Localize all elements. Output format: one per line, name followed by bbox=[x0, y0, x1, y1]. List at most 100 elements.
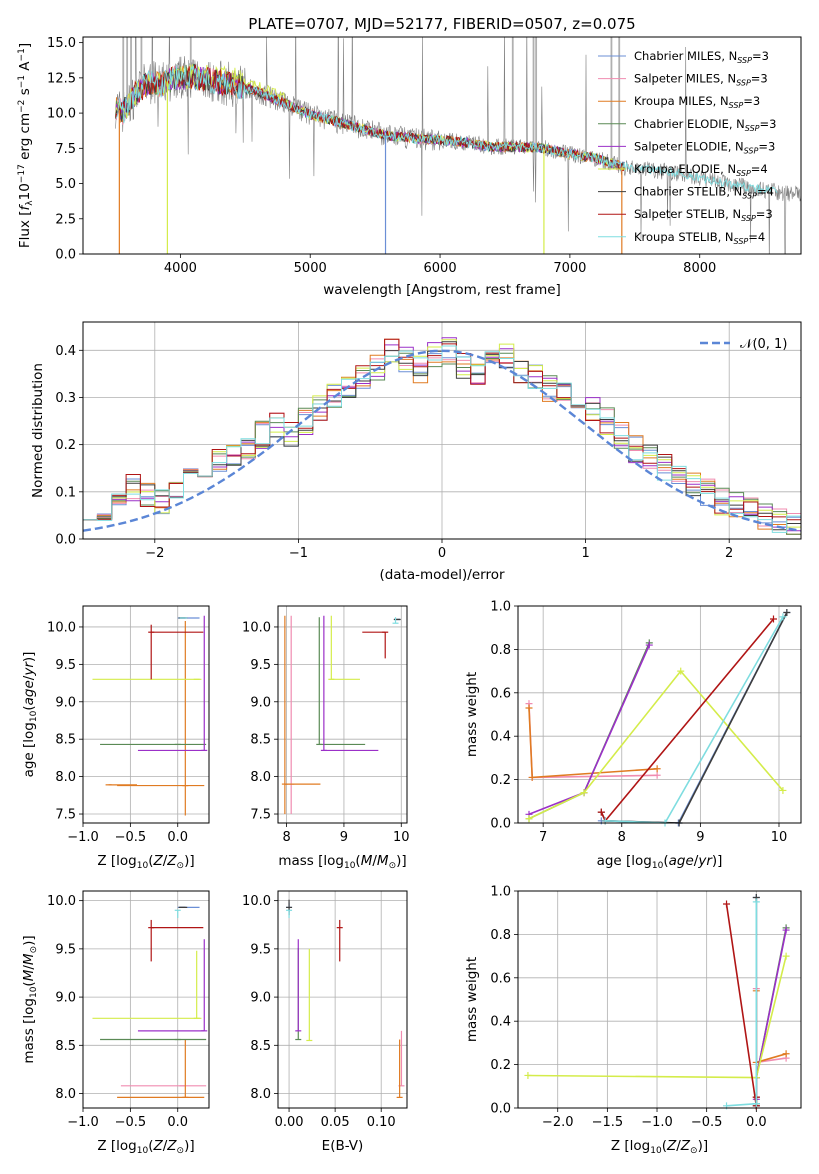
x-axis-label: Z [log10(Z/Z⊙)] bbox=[97, 1138, 194, 1156]
weight-marker bbox=[653, 765, 661, 773]
legend-entry: Chabrier ELODIE, NSSP=3 bbox=[634, 117, 776, 133]
weight-marker bbox=[528, 773, 536, 781]
y-tick-label: 10.0 bbox=[47, 894, 76, 909]
weight-marker bbox=[677, 667, 685, 675]
x-tick-label: 8 bbox=[282, 830, 290, 845]
y-tick-label: 12.5 bbox=[47, 71, 76, 86]
y-tick-label: 9.0 bbox=[55, 991, 76, 1006]
y-tick-label: 9.0 bbox=[250, 695, 271, 710]
legend-entry: Chabrier MILES, NSSP=3 bbox=[634, 49, 769, 65]
weight-marker bbox=[782, 926, 790, 934]
legend-entry: Salpeter ELODIE, NSSP=3 bbox=[634, 139, 775, 155]
y-tick-label: 8.5 bbox=[250, 733, 271, 748]
weight-marker bbox=[524, 1071, 532, 1079]
x-tick-label: 0.10 bbox=[367, 1115, 396, 1130]
x-tick-label: 0.0 bbox=[746, 1115, 767, 1130]
x-tick-label: 10 bbox=[393, 830, 410, 845]
y-axis-label: mass weight bbox=[464, 957, 480, 1042]
x-tick-label: 0 bbox=[438, 546, 446, 561]
weight-marker bbox=[580, 789, 588, 797]
x-tick-label: −1.0 bbox=[67, 1115, 99, 1130]
weight-marker bbox=[597, 808, 605, 816]
axes-frame bbox=[517, 605, 802, 824]
x-axis-label: E(B-V) bbox=[322, 1138, 364, 1154]
weight-line bbox=[528, 669, 784, 820]
axes-frame bbox=[82, 890, 210, 1109]
y-tick-label: 1.0 bbox=[490, 885, 511, 900]
x-tick-label: −0.5 bbox=[115, 830, 147, 845]
x-tick-label: 8 bbox=[618, 830, 626, 845]
y-tick-label: 0.2 bbox=[55, 438, 76, 453]
residual-histogram-step bbox=[83, 345, 801, 533]
legend-entry: Kroupa MILES, NSSP=3 bbox=[634, 94, 760, 110]
legend-entry: Kroupa STELIB, NSSP=4 bbox=[634, 230, 765, 246]
y-tick-label: 9.5 bbox=[250, 658, 271, 673]
y-tick-label: 0.8 bbox=[490, 928, 511, 943]
weight-marker bbox=[525, 815, 533, 823]
y-tick-label: 9.0 bbox=[55, 695, 76, 710]
x-tick-label: 10 bbox=[771, 830, 788, 845]
legend-entry: Salpeter STELIB, NSSP=3 bbox=[634, 207, 773, 223]
y-tick-label: 0.3 bbox=[55, 391, 76, 406]
weight-marker bbox=[783, 609, 791, 617]
y-tick-label: 8.5 bbox=[250, 1039, 271, 1054]
y-tick-label: 9.5 bbox=[55, 942, 76, 957]
legend-entry: 𝒩(0, 1) bbox=[740, 337, 787, 352]
x-tick-label: 6000 bbox=[424, 261, 457, 276]
x-tick-label: −0.5 bbox=[115, 1115, 147, 1130]
residuals-panel: −2 −1 0 1 2 0.0 0.1 0.2 0.3 0.4 𝒩(0, 1) (data-model… bbox=[30, 321, 802, 583]
y-tick-label: 0.0 bbox=[490, 1102, 511, 1117]
weight-marker bbox=[752, 898, 760, 906]
weight-line bbox=[528, 707, 658, 779]
y-axis-label: Normed distribution bbox=[30, 363, 46, 498]
y-tick-label: 0.1 bbox=[55, 485, 76, 500]
y-tick-label: 7.5 bbox=[55, 808, 76, 823]
x-tick-label: 5000 bbox=[294, 261, 327, 276]
y-tick-label: 0.4 bbox=[490, 730, 511, 745]
y-tick-label: 5.0 bbox=[55, 177, 76, 192]
weight-marker bbox=[782, 1050, 790, 1058]
y-tick-label: 2.5 bbox=[55, 212, 76, 227]
x-tick-label: 1 bbox=[581, 546, 589, 561]
y-tick-label: 9.5 bbox=[250, 942, 271, 957]
x-tick-label: −0.5 bbox=[691, 1115, 723, 1130]
weight-marker bbox=[525, 704, 533, 712]
weight-marker bbox=[645, 641, 653, 649]
age-vs-mass-panel: 8 9 10 7.5 8.0 8.5 9.0 9.5 10.0 mass [log10(M/M⊙)… bbox=[242, 605, 410, 871]
x-tick-label: −2.0 bbox=[542, 1115, 574, 1130]
spectrum-panel: 4000 5000 6000 7000 8000 0.0 2.5 5.0 7.5 10.0 12.5… bbox=[17, 36, 802, 298]
y-tick-label: 10.0 bbox=[47, 620, 76, 635]
x-tick-label: 0.0 bbox=[167, 830, 188, 845]
axes-frame bbox=[82, 605, 210, 824]
x-tick-label: 7000 bbox=[553, 261, 586, 276]
x-axis-label: Z [log10(Z/Z⊙)] bbox=[611, 1138, 708, 1156]
y-axis-label: mass [log10(M/M⊙)] bbox=[21, 935, 39, 1063]
y-tick-label: 15.0 bbox=[47, 36, 76, 51]
x-axis-label: wavelength [Angstrom, rest frame] bbox=[323, 282, 561, 298]
y-tick-label: 7.5 bbox=[55, 142, 76, 157]
y-tick-label: 10.0 bbox=[47, 107, 76, 122]
y-tick-label: 9.0 bbox=[250, 991, 271, 1006]
weight-marker bbox=[782, 952, 790, 960]
x-tick-label: −2 bbox=[145, 546, 164, 561]
x-axis-label: (data-model)/error bbox=[379, 567, 505, 583]
weight-vs-age-panel: 7 8 9 10 0.0 0.2 0.4 0.6 0.8 1.0 age [log10(age/yr… bbox=[464, 600, 802, 871]
y-tick-label: 7.5 bbox=[250, 808, 271, 823]
y-tick-label: 0.4 bbox=[55, 344, 76, 359]
y-tick-label: 0.2 bbox=[490, 1058, 511, 1073]
weight-line bbox=[528, 642, 651, 820]
y-tick-label: 10.0 bbox=[242, 894, 271, 909]
model-spectrum-line bbox=[115, 65, 778, 194]
x-tick-label: 4000 bbox=[164, 261, 197, 276]
x-tick-label: 9 bbox=[696, 830, 704, 845]
x-tick-label: −1.0 bbox=[641, 1115, 673, 1130]
legend-entry: Chabrier STELIB, NSSP=4 bbox=[634, 185, 774, 201]
y-tick-label: 8.5 bbox=[55, 1039, 76, 1054]
x-tick-label: 8000 bbox=[683, 261, 716, 276]
x-tick-label: −1.5 bbox=[592, 1115, 624, 1130]
x-axis-label: mass [log10(M/M⊙)] bbox=[278, 853, 406, 871]
x-tick-label: 9 bbox=[340, 830, 348, 845]
y-tick-label: 0.4 bbox=[490, 1015, 511, 1030]
axes-frame bbox=[82, 321, 802, 540]
